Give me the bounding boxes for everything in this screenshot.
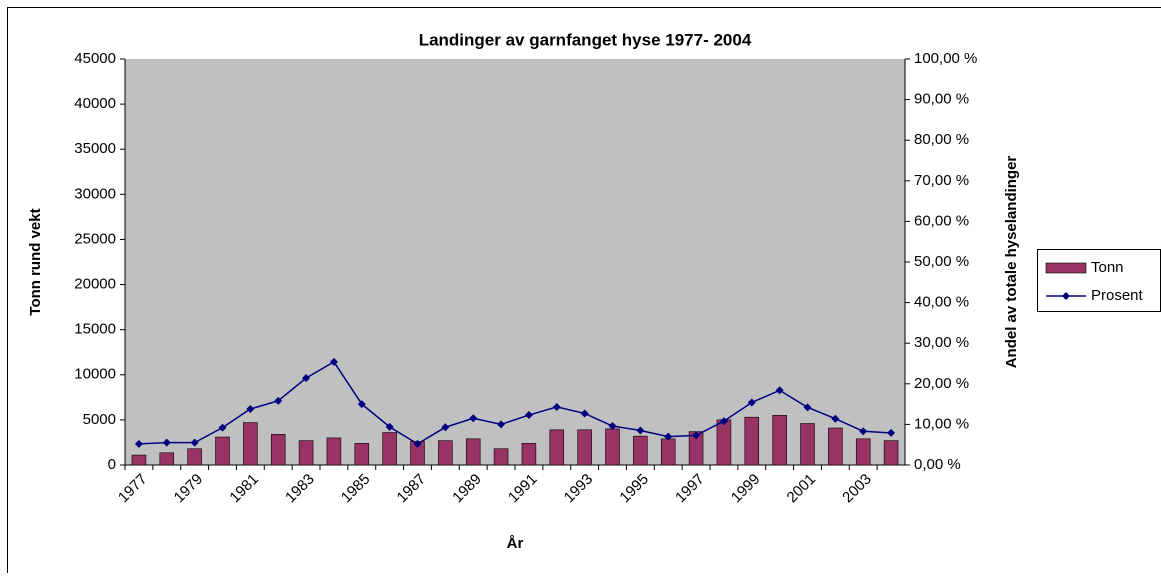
y2-tick-label: 40,00 %: [914, 294, 969, 311]
bar: [271, 434, 285, 465]
y2-axis-label: Andel av totale hyselandinger: [1003, 156, 1020, 369]
y2-tick-label: 80,00 %: [914, 131, 969, 148]
bar: [828, 428, 842, 465]
bar: [327, 438, 341, 465]
bar: [633, 436, 647, 465]
bar: [717, 420, 731, 465]
x-axis-label: År: [507, 535, 524, 552]
bar: [661, 439, 675, 465]
bar: [856, 439, 870, 465]
bar: [383, 433, 397, 465]
legend-label: Tonn: [1091, 259, 1124, 276]
bar: [132, 455, 146, 465]
bar: [494, 449, 508, 465]
chart-title: Landinger av garnfanget hyse 1977- 2004: [419, 30, 752, 49]
bar: [299, 441, 313, 465]
bar: [522, 443, 536, 465]
bar: [550, 430, 564, 465]
bar: [884, 441, 898, 465]
bar: [355, 443, 369, 465]
plot-area: [125, 59, 905, 465]
bar: [578, 430, 592, 465]
bar: [606, 429, 620, 465]
y-tick-label: 15000: [74, 321, 116, 338]
y2-tick-label: 30,00 %: [914, 334, 969, 351]
y2-tick-label: 60,00 %: [914, 212, 969, 229]
y2-tick-label: 20,00 %: [914, 375, 969, 392]
bar: [773, 415, 787, 465]
legend-swatch: [1046, 263, 1086, 273]
bar: [801, 423, 815, 465]
bar: [466, 439, 480, 465]
y-tick-label: 45000: [74, 50, 116, 67]
legend-label: Prosent: [1091, 287, 1144, 304]
y-tick-label: 40000: [74, 95, 116, 112]
bar: [243, 423, 257, 465]
y-tick-label: 20000: [74, 276, 116, 293]
y-tick-label: 35000: [74, 140, 116, 157]
y-tick-label: 5000: [83, 411, 116, 428]
y2-tick-label: 0,00 %: [914, 456, 961, 473]
y2-tick-label: 50,00 %: [914, 253, 969, 270]
y-tick-label: 25000: [74, 230, 116, 247]
bar: [745, 417, 759, 465]
y2-tick-label: 70,00 %: [914, 172, 969, 189]
bar: [188, 449, 202, 465]
y2-tick-label: 10,00 %: [914, 415, 969, 432]
y-axis-label: Tonn rund vekt: [27, 208, 44, 315]
y-tick-label: 10000: [74, 366, 116, 383]
bar: [216, 437, 230, 465]
y2-tick-label: 90,00 %: [914, 91, 969, 108]
y-tick-label: 30000: [74, 185, 116, 202]
y-tick-label: 0: [108, 456, 116, 473]
bar: [160, 453, 174, 465]
y2-tick-label: 100,00 %: [914, 50, 977, 67]
bar: [438, 441, 452, 465]
